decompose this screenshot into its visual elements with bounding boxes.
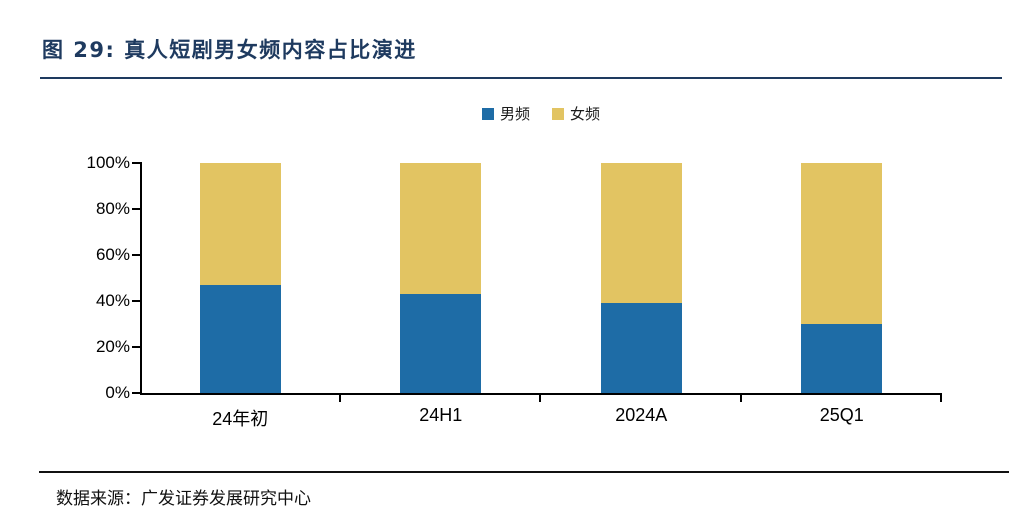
bar-segment	[400, 294, 482, 393]
legend-label: 男频	[499, 106, 530, 123]
x-tick-mark	[940, 395, 942, 402]
title-underline	[40, 77, 1002, 79]
chart-legend: 男频 女频	[141, 103, 941, 124]
x-category-label: 24年初	[212, 409, 269, 429]
stacked-bar-4	[801, 163, 883, 393]
y-axis-line	[140, 162, 142, 395]
x-tick-mark	[339, 395, 341, 402]
legend-swatch-icon	[481, 107, 494, 120]
y-tick-label: 80%	[95, 199, 130, 218]
bar-segment	[199, 284, 281, 393]
legend-swatch-icon	[552, 107, 564, 120]
y-tick-label: 0%	[105, 383, 130, 402]
bar-segment	[801, 324, 883, 393]
y-tick-label: 40%	[95, 291, 130, 310]
bar-segment	[801, 163, 883, 324]
y-tick-mark	[132, 254, 141, 256]
bar-segment	[400, 163, 482, 295]
legend-item: 女频	[552, 103, 600, 124]
x-tick-mark	[740, 395, 742, 402]
bar-segment	[600, 303, 682, 393]
stacked-bar-2	[400, 163, 482, 393]
x-category-label: 2024A	[615, 405, 668, 425]
y-tick-label: 100%	[86, 153, 130, 172]
x-axis-line	[140, 393, 942, 395]
y-tick-label: 60%	[95, 245, 130, 264]
y-tick-mark	[132, 208, 141, 210]
x-category-label: 24H1	[419, 405, 463, 425]
y-tick-mark	[132, 346, 141, 348]
y-tick-mark	[132, 392, 141, 394]
stacked-bar-1	[199, 163, 281, 393]
legend-item: 男频	[481, 103, 530, 124]
footer-divider	[39, 471, 1009, 473]
x-category-label: 25Q1	[819, 405, 864, 425]
data-source-note: 数据来源：广发证券发展研究中心	[56, 489, 311, 509]
y-tick-mark	[132, 300, 141, 302]
y-tick-label: 20%	[95, 337, 130, 356]
x-tick-mark	[539, 395, 541, 402]
bar-segment	[600, 163, 682, 304]
bar-segment	[199, 163, 281, 285]
legend-label: 女频	[570, 106, 601, 123]
figure-title: 图 29: 真人短剧男女频内容占比演进	[42, 38, 417, 62]
stacked-bar-3	[600, 163, 682, 393]
y-tick-mark	[132, 162, 141, 164]
